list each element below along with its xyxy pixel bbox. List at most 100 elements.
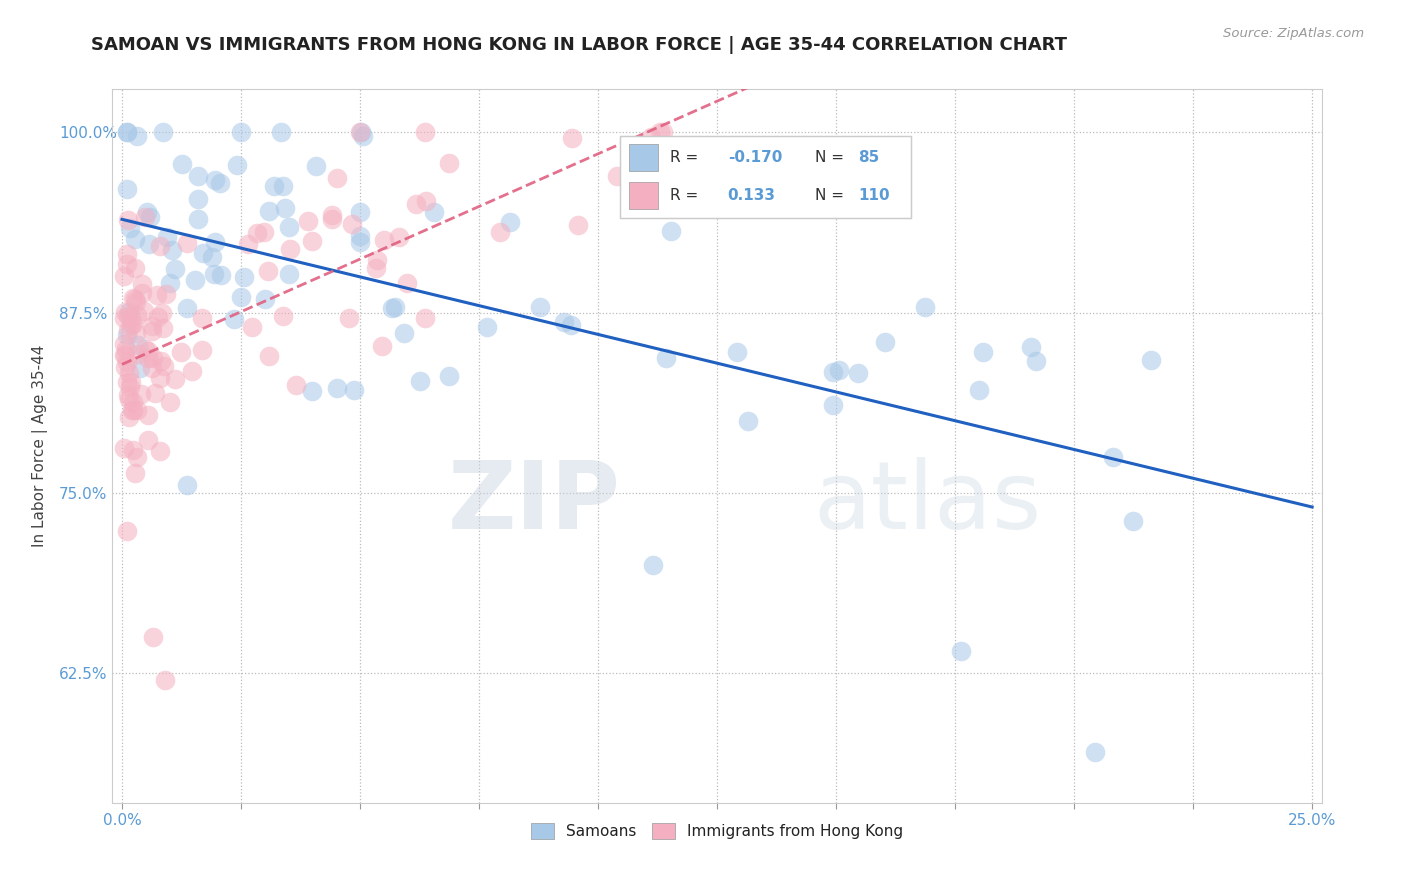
Point [392,326,415,340]
Point [118,366,141,380]
Point [117,387,139,401]
Point [561,131,583,145]
Point [972,344,994,359]
Point [381,301,404,316]
Point [136,343,159,358]
Point [209,268,232,282]
Text: Source: ZipAtlas.com: Source: ZipAtlas.com [1223,27,1364,40]
Point [259,349,281,363]
Point [125,402,148,417]
Point [160,244,183,258]
Point [364,261,387,276]
Point [118,392,141,407]
Point [643,558,665,572]
Point [560,318,582,332]
Point [190,343,212,357]
Point [134,211,156,225]
Point [122,442,145,457]
Point [156,230,179,244]
Point [112,441,135,455]
Point [146,310,169,324]
Point [828,363,851,377]
Point [337,310,360,325]
Point [152,321,174,335]
Point [1084,745,1107,759]
Point [120,310,142,324]
Point [124,232,146,246]
Point [640,130,662,145]
Point [170,157,193,171]
Point [301,234,323,248]
Point [343,383,366,397]
Point [256,263,278,277]
Point [263,179,285,194]
Point [176,301,198,315]
Point [112,348,135,362]
Point [120,375,142,389]
Point [655,351,678,365]
Point [229,125,252,139]
Point [415,194,437,208]
Point [117,323,139,337]
Point [388,229,411,244]
Point [142,630,165,644]
Point [277,220,299,235]
Point [141,360,163,375]
Point [122,292,145,306]
Point [146,288,169,302]
Point [278,268,301,282]
Text: SAMOAN VS IMMIGRANTS FROM HONG KONG IN LABOR FORCE | AGE 35-44 CORRELATION CHART: SAMOAN VS IMMIGRANTS FROM HONG KONG IN L… [91,36,1067,54]
Point [725,345,748,359]
Text: atlas: atlas [814,457,1042,549]
Point [134,343,156,357]
Point [875,335,897,350]
Point [127,308,149,322]
Point [270,125,292,139]
Point [142,351,165,365]
Point [131,277,153,292]
Point [246,227,269,241]
Point [118,220,141,235]
Point [439,156,461,170]
Point [821,398,844,412]
Y-axis label: In Labor Force | Age 35-44: In Labor Force | Age 35-44 [32,345,48,547]
Point [155,287,177,301]
Point [396,276,419,290]
Point [176,235,198,250]
Point [301,384,323,399]
Point [605,169,627,183]
Point [413,311,436,326]
Point [1140,352,1163,367]
Point [115,125,138,139]
Point [152,306,174,320]
Point [553,315,575,329]
Point [187,212,209,227]
Point [326,171,349,186]
Point [187,192,209,206]
Legend: Samoans, Immigrants from Hong Kong: Samoans, Immigrants from Hong Kong [524,817,910,845]
Point [305,159,328,173]
Point [118,380,141,394]
Point [152,125,174,139]
Point [124,261,146,276]
Point [117,355,139,369]
Point [112,269,135,284]
Point [129,387,152,401]
Point [489,225,512,239]
Point [165,372,187,386]
Point [115,375,138,389]
Point [191,310,214,325]
Point [136,205,159,219]
Point [1101,450,1123,464]
Point [737,414,759,428]
Point [499,215,522,229]
Point [125,450,148,464]
Point [127,347,149,361]
Point [321,211,343,226]
Point [136,408,159,422]
Point [274,201,297,215]
Point [477,319,499,334]
Point [422,205,444,219]
Point [115,524,138,539]
Point [141,324,163,338]
